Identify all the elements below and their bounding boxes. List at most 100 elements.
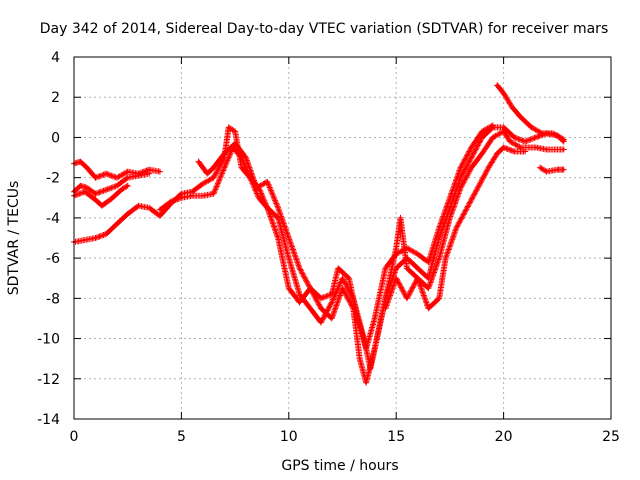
data-point	[115, 222, 119, 226]
data-point	[79, 160, 82, 163]
data-point	[105, 232, 108, 236]
data-point	[562, 148, 565, 151]
data-point	[534, 136, 538, 139]
data-point	[470, 156, 473, 159]
data-point	[405, 297, 409, 300]
data-point	[373, 317, 376, 320]
data-point	[395, 252, 398, 256]
axis-ticks: 0 5 10 15 20 25 -14 -12 -10 -8 -6 -4 -2 0 2 4	[37, 50, 620, 445]
data-point	[513, 150, 516, 153]
data-point	[399, 216, 402, 220]
y-tick-label: -4	[46, 211, 60, 227]
data-point	[545, 170, 548, 173]
data-point	[240, 156, 243, 159]
data-point	[169, 200, 172, 203]
data-point	[126, 212, 129, 216]
data-point	[487, 166, 490, 169]
x-tick-label: 15	[387, 429, 405, 445]
data-point	[341, 277, 344, 280]
data-point	[502, 126, 505, 129]
data-point	[201, 182, 205, 185]
data-point	[266, 180, 269, 183]
data-point	[416, 277, 419, 280]
data-point	[444, 256, 447, 260]
data-point	[459, 186, 462, 189]
data-point	[459, 176, 462, 179]
x-tick-label: 10	[280, 429, 298, 445]
chart-title: Day 342 of 2014, Sidereal Day-to-day VTE…	[40, 21, 608, 37]
data-point	[395, 277, 398, 280]
data-point	[233, 142, 237, 145]
data-point	[147, 168, 151, 171]
data-point	[508, 140, 512, 143]
series-8	[537, 164, 567, 175]
data-point	[298, 293, 301, 296]
series-7	[494, 82, 567, 143]
data-point	[427, 287, 430, 290]
data-point	[83, 238, 86, 242]
data-point	[180, 192, 183, 195]
data-point	[212, 192, 215, 195]
data-point	[358, 357, 361, 360]
series-markers	[537, 164, 567, 175]
y-tick-label: 0	[51, 130, 60, 146]
grid-lines	[74, 57, 611, 419]
data-point	[257, 196, 260, 199]
data-point	[319, 321, 323, 324]
data-point	[448, 196, 452, 199]
data-point	[276, 236, 280, 240]
data-point	[287, 256, 290, 260]
data-point	[120, 188, 123, 191]
data-point	[341, 287, 344, 290]
data-points	[71, 82, 567, 386]
data-point	[384, 266, 387, 270]
data-point	[384, 297, 387, 300]
data-point	[137, 174, 140, 177]
data-point	[510, 106, 514, 109]
data-point	[495, 152, 499, 155]
data-point	[395, 266, 398, 270]
data-point	[476, 186, 480, 189]
data-point	[556, 168, 559, 171]
data-point	[287, 287, 290, 290]
y-tick-label: -2	[46, 171, 60, 187]
data-point	[319, 297, 323, 300]
data-point	[180, 196, 183, 199]
data-point	[94, 176, 97, 179]
data-point	[491, 124, 495, 127]
data-point	[266, 206, 269, 210]
series-5	[195, 122, 496, 352]
data-point	[356, 317, 359, 320]
data-point	[223, 152, 226, 155]
data-point	[562, 168, 565, 171]
x-tick-label: 20	[495, 429, 513, 445]
data-point	[523, 150, 527, 153]
x-axis-label: GPS time / hours	[281, 458, 398, 474]
data-point	[551, 132, 555, 135]
data-point	[562, 138, 565, 141]
data-point	[105, 172, 108, 175]
y-tick-label: -6	[46, 251, 60, 267]
data-point	[330, 293, 333, 296]
data-point	[79, 184, 82, 187]
data-point	[448, 216, 452, 220]
data-point	[491, 136, 495, 139]
data-point	[115, 184, 119, 187]
x-tick-label: 25	[602, 429, 620, 445]
x-tick-label: 0	[70, 429, 79, 445]
data-point	[395, 246, 398, 250]
data-point	[276, 206, 280, 210]
data-point	[100, 204, 104, 208]
data-point	[427, 307, 430, 310]
data-point	[530, 126, 533, 129]
data-point	[416, 252, 419, 256]
data-point	[455, 226, 458, 230]
data-point	[94, 198, 97, 201]
data-point	[347, 277, 351, 280]
data-point	[502, 92, 505, 95]
data-point	[83, 190, 86, 193]
series-1	[71, 170, 153, 197]
data-point	[105, 188, 108, 191]
data-point	[197, 160, 200, 163]
